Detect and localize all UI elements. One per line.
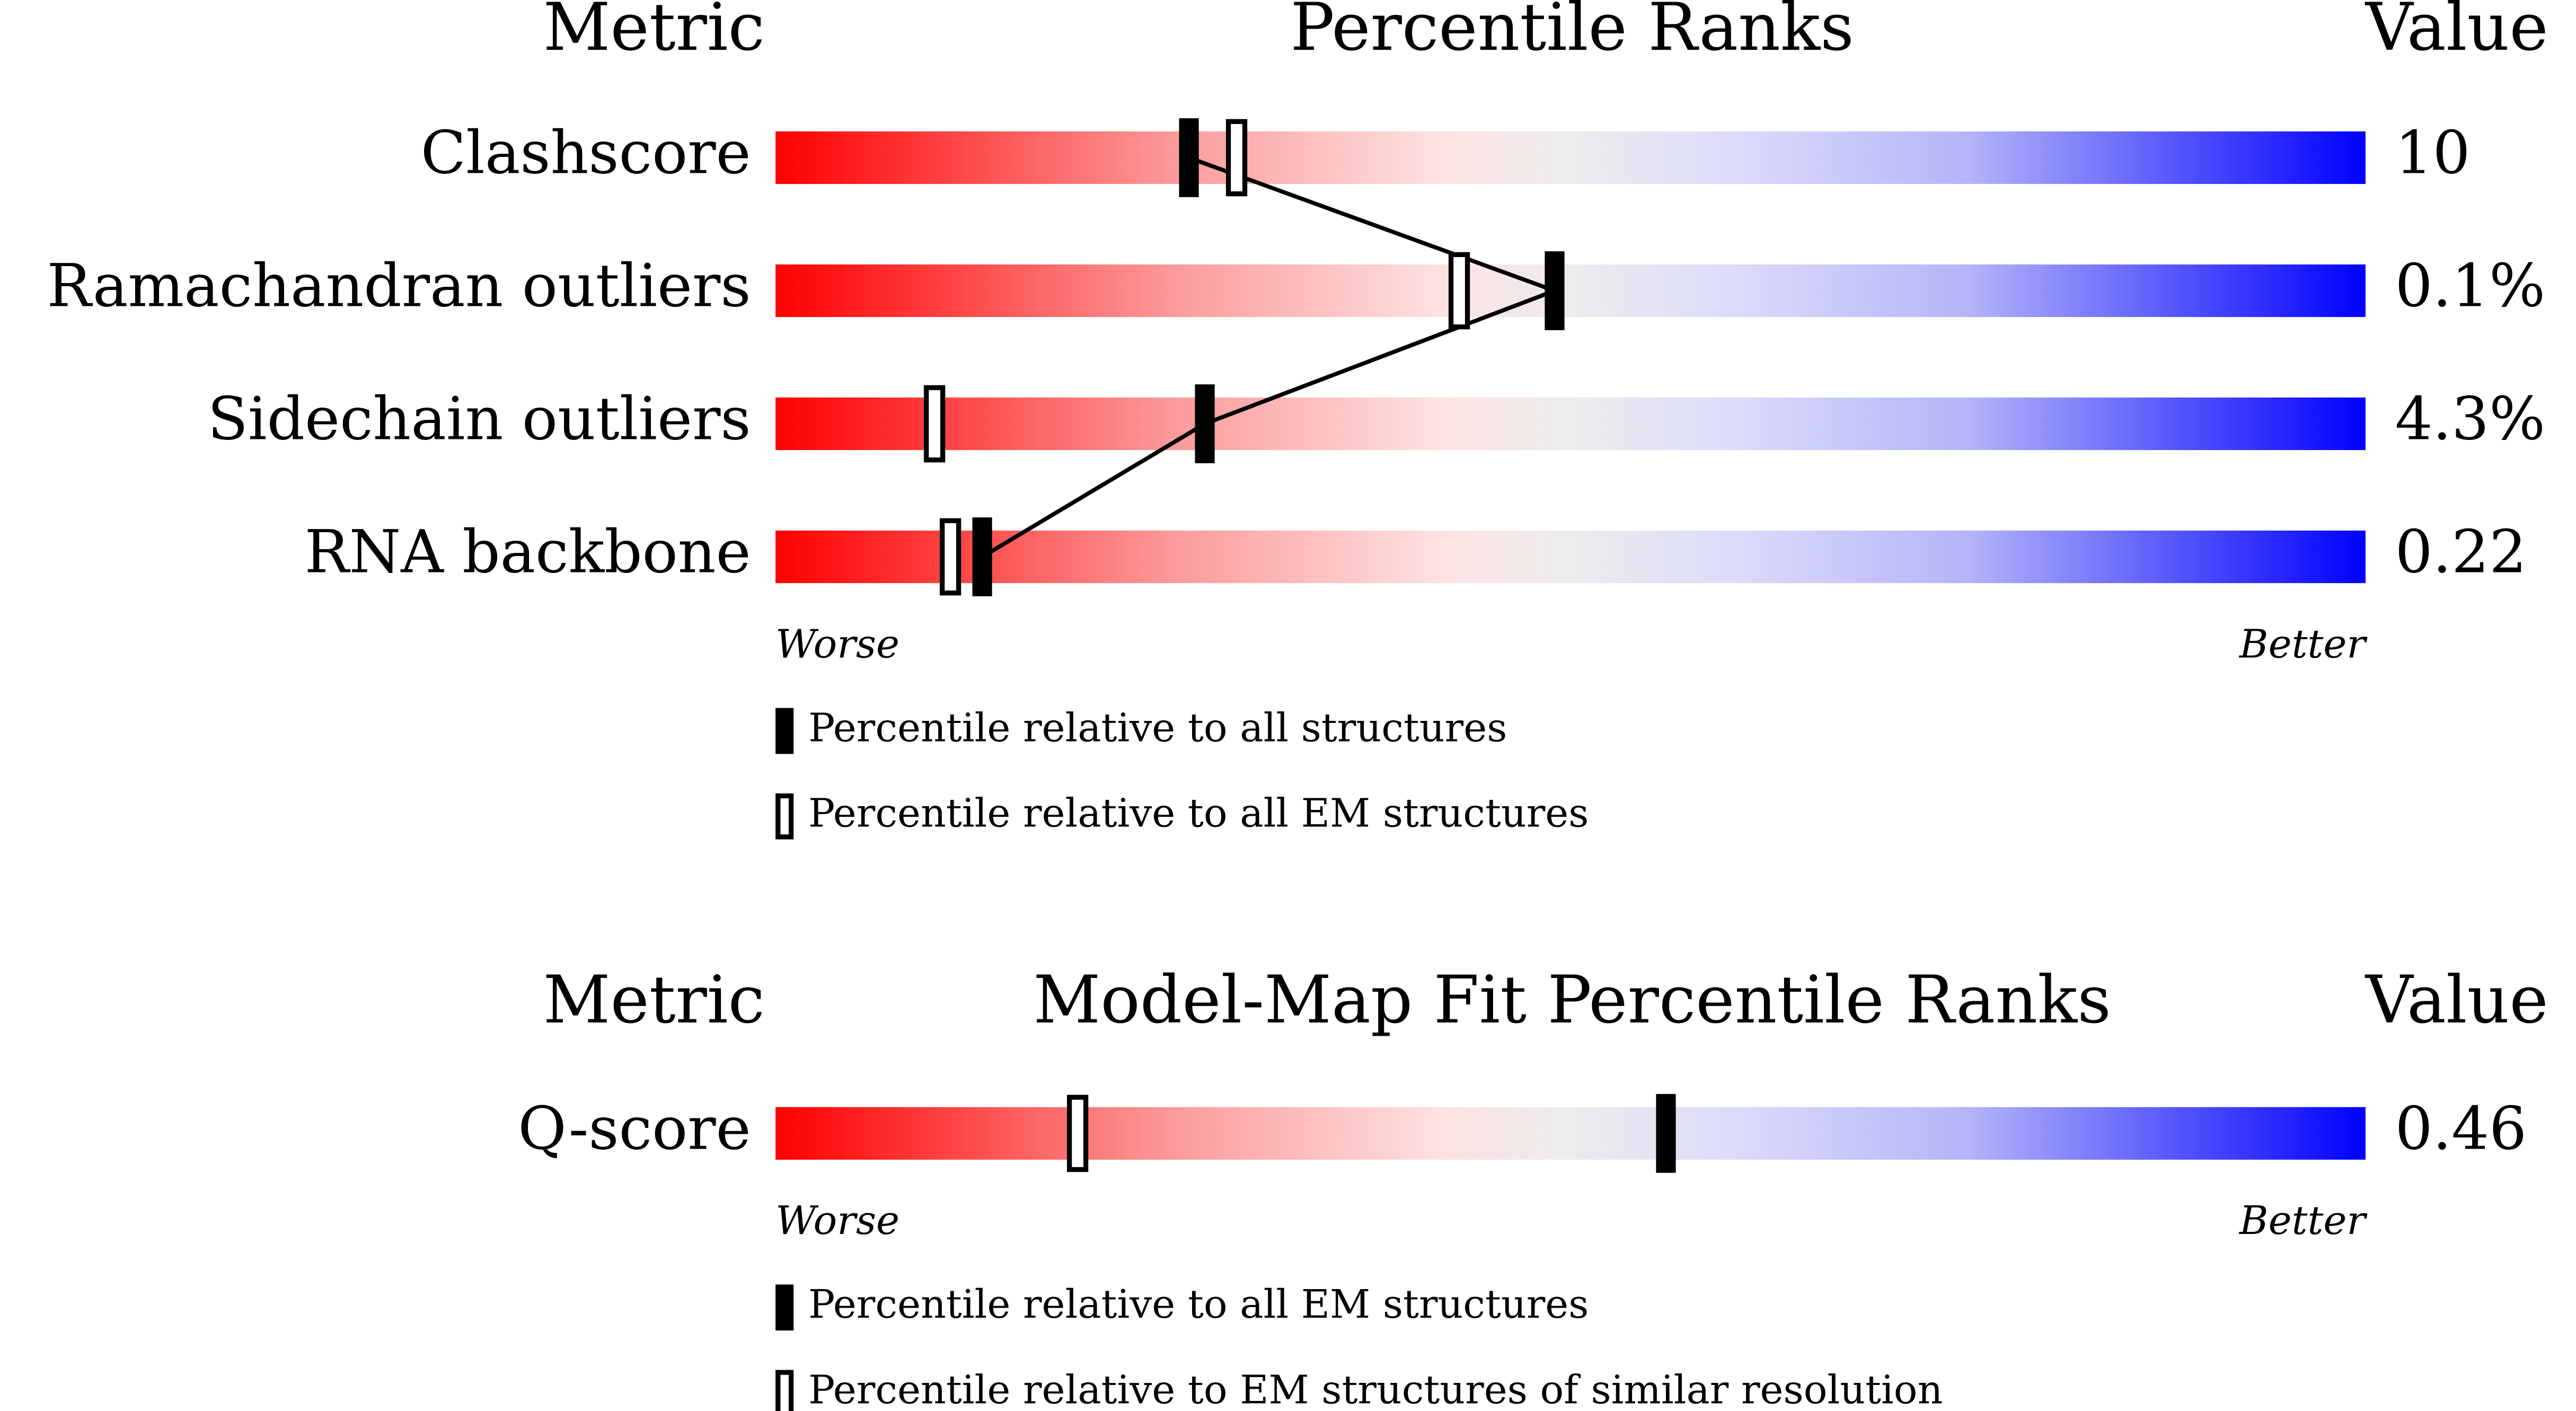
- metric-value: 4.3%: [2395, 385, 2545, 454]
- percentile-marker: [1179, 118, 1199, 197]
- chart-title: Model-Map Fit Percentile Ranks: [1033, 962, 2111, 1038]
- metric-value: 0.1%: [2395, 252, 2545, 321]
- slider-bar: [775, 397, 2366, 451]
- legend-swatch: [775, 1284, 794, 1331]
- percentile-marker-open: [1225, 119, 1248, 197]
- legend-label: Percentile relative to all structures: [808, 704, 1507, 751]
- axis-end-label: Worse: [775, 621, 899, 667]
- metric-header: Metric: [543, 962, 765, 1038]
- slider-bar: [775, 131, 2366, 184]
- legend-label: Percentile relative to all EM structures: [808, 1281, 1589, 1327]
- percentile-marker-open: [1448, 252, 1470, 330]
- metric-value: 0.46: [2395, 1094, 2527, 1163]
- axis-end-label: Worse: [775, 1197, 899, 1244]
- slider-bar: [775, 530, 2366, 584]
- slider-bar: [775, 1107, 2366, 1160]
- legend-swatch: [775, 793, 794, 840]
- metric-value: 0.22: [2395, 518, 2527, 587]
- metric-label: Clashscore: [421, 118, 751, 187]
- chart-title: Percentile Ranks: [1290, 0, 1854, 66]
- metric-header: Metric: [543, 0, 765, 66]
- legend-swatch: [775, 708, 794, 754]
- percentile-marker: [1195, 384, 1215, 463]
- connector-line: [981, 155, 1561, 559]
- metric-label: Sidechain outliers: [208, 385, 751, 454]
- axis-end-label: Better: [2238, 1197, 2368, 1244]
- metric-value: 10: [2395, 118, 2471, 187]
- percentile-marker: [1656, 1093, 1676, 1173]
- metric-label: Q-score: [518, 1094, 751, 1163]
- metric-label: Ramachandran outliers: [47, 252, 751, 321]
- percentile-marker: [1545, 251, 1565, 330]
- slider-bar: [775, 264, 2366, 318]
- metric-label: RNA backbone: [305, 518, 751, 587]
- value-header: Value: [2365, 962, 2548, 1038]
- legend-swatch: [775, 1370, 794, 1411]
- value-header: Value: [2365, 0, 2548, 66]
- axis-end-label: Better: [2238, 621, 2368, 667]
- legend-label: Percentile relative to all EM structures: [808, 790, 1589, 836]
- percentile-marker: [972, 517, 992, 596]
- legend-label: Percentile relative to EM structures of …: [808, 1366, 1943, 1411]
- percentile-marker-open: [1066, 1095, 1089, 1172]
- percentile-marker-open: [923, 385, 946, 463]
- percentile-marker-open: [939, 518, 961, 596]
